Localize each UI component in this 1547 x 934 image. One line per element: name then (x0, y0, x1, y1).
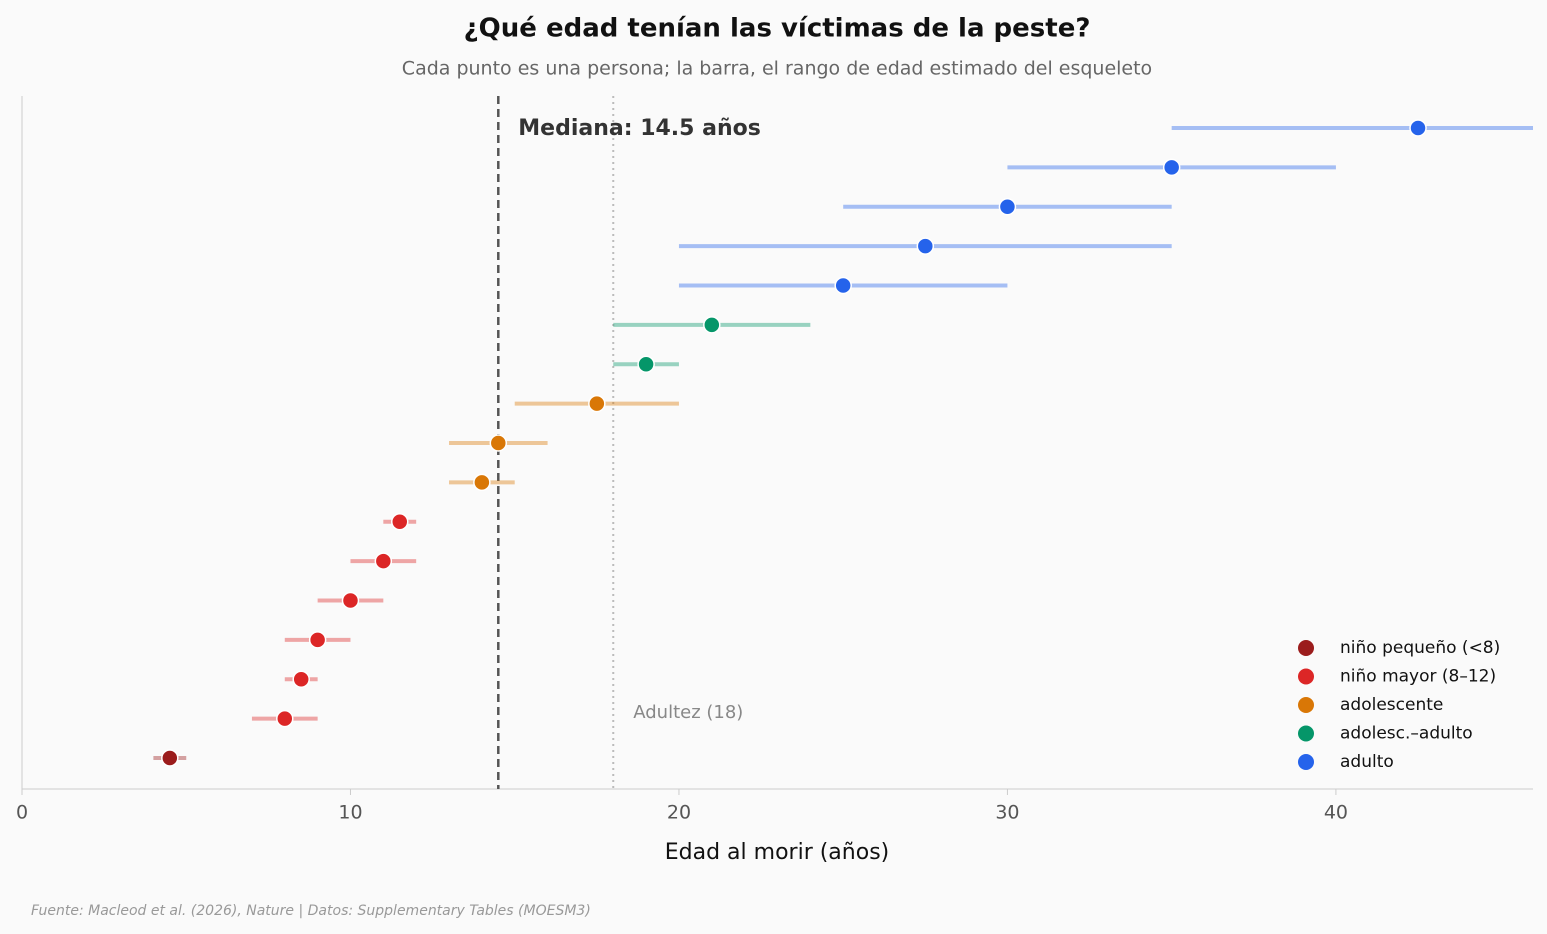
legend-label: niño mayor (8–12) (1340, 667, 1496, 687)
x-axis-label: Edad al morir (años) (665, 840, 890, 865)
legend-marker (1298, 754, 1314, 770)
dot (998, 198, 1017, 216)
legend-marker (1298, 640, 1314, 656)
dot (308, 631, 327, 649)
dot (637, 355, 655, 373)
legend-label: adolescente (1340, 695, 1443, 715)
dot (1409, 119, 1427, 137)
chart-subtitle: Cada punto es una persona; la barra, el … (402, 58, 1152, 80)
legend-label: niño pequeño (<8) (1340, 638, 1500, 658)
x-tick-label: 40 (1324, 802, 1348, 824)
adult-annotation: Adultez (18) (633, 702, 743, 723)
dot (916, 237, 935, 255)
legend-label: adulto (1340, 752, 1394, 772)
median-annotation: Mediana: 14.5 años (518, 116, 761, 141)
dot (292, 670, 310, 688)
dot (276, 709, 294, 728)
legend-label: adolesc.–adulto (1340, 724, 1473, 744)
dot (703, 316, 721, 334)
dot (588, 394, 606, 413)
dot (374, 552, 393, 570)
x-tick-label: 0 (16, 802, 28, 824)
plot-area (153, 96, 1533, 789)
dot (341, 591, 360, 610)
dot (391, 513, 409, 531)
legend-marker (1298, 668, 1314, 685)
dot (161, 749, 179, 767)
dot (834, 276, 852, 295)
legend-marker (1298, 725, 1314, 742)
x-tick-label: 20 (667, 802, 691, 824)
dot (1162, 158, 1181, 177)
legend-marker (1298, 697, 1314, 713)
legend-box (1274, 628, 1524, 782)
dot (473, 473, 491, 492)
x-tick-label: 10 (338, 802, 362, 824)
source-note: Fuente: Macleod et al. (2026), Nature | … (31, 903, 591, 919)
chart-title: ¿Qué edad tenían las víctimas de la pest… (464, 14, 1091, 44)
dot (489, 434, 508, 452)
x-tick-label: 30 (995, 802, 1019, 824)
